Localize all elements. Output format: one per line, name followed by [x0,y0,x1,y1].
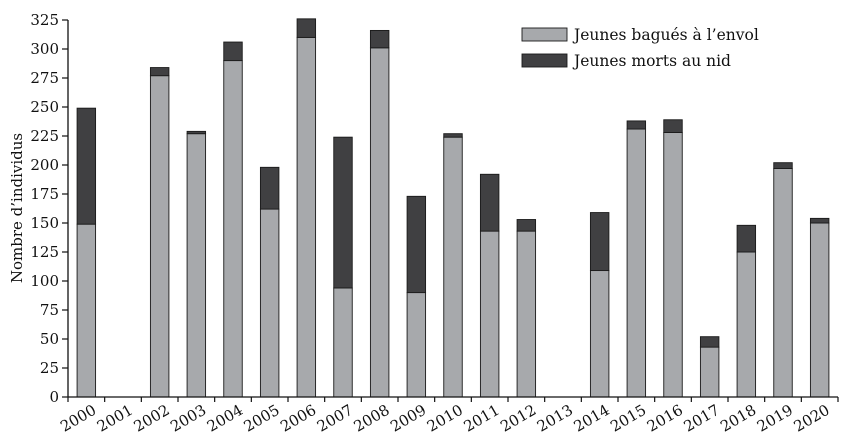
bar-fledged-2009 [406,292,427,398]
bar-fledged-2007 [333,287,353,398]
bar-dead-2020 [809,217,830,224]
y-tick-label: 25 [40,359,59,377]
y-tick-label: 225 [30,127,59,145]
y-axis-title: Nombre d’individus [8,133,26,283]
bar-dead-2017 [699,336,720,348]
y-tick-label: 100 [30,272,59,290]
bar-dead-2009 [406,195,427,294]
bar-dead-2012 [516,219,537,232]
bar-fledged-2019 [773,168,793,398]
x-tick-label: 2020 [791,401,833,436]
x-tick-label: 2016 [644,401,686,436]
bar-fledged-2020 [809,222,830,398]
bar-dead-2002 [149,67,170,77]
x-tick-label: 2012 [497,401,539,436]
bar-fledged-2018 [736,251,757,398]
bar-dead-2008 [369,29,390,49]
bar-fledged-2000 [76,223,97,398]
x-tick-label: 2014 [571,401,613,436]
x-tick-label: 2005 [241,401,283,436]
y-tick-label: 250 [30,98,59,116]
x-tick-label: 2008 [351,401,393,436]
bar-fledged-2011 [479,230,500,398]
bar-dead-2016 [663,119,683,133]
bar-fledged-2012 [516,230,537,398]
bar-fledged-2005 [259,208,280,398]
y-tick-label: 50 [40,330,59,348]
y-tick-label: 75 [40,301,59,319]
x-tick-label: 2009 [387,401,429,436]
bar-dead-2004 [223,41,243,62]
bar-dead-2011 [479,173,500,232]
bar-fledged-2006 [296,36,317,398]
bar-fledged-2004 [223,60,243,398]
bar-dead-2000 [76,107,97,225]
bar-fledged-2017 [699,346,720,398]
bar-fledged-2014 [589,270,610,398]
y-tick-label: 150 [30,214,59,232]
bar-dead-2018 [736,224,757,253]
y-tick-label: 200 [30,156,59,174]
legend-swatch-dead [521,53,568,68]
bar-dead-2006 [296,18,317,38]
bar-dead-2014 [589,212,610,272]
y-tick-label: 275 [30,69,59,87]
x-tick-label: 2003 [167,401,209,436]
bar-dead-2010 [443,133,463,138]
x-tick-label: 2006 [277,401,319,436]
bar-fledged-2003 [186,133,207,398]
bar-fledged-2010 [443,136,463,398]
bar-fledged-2015 [626,128,647,398]
x-tick-label: 2018 [717,401,759,436]
y-tick-label: 0 [49,388,59,406]
bar-fledged-2016 [663,132,683,398]
bar-dead-2007 [333,136,353,289]
x-tick-label: 2007 [314,401,356,436]
bar-fledged-2002 [149,75,170,398]
y-tick-label: 125 [30,243,59,261]
x-tick-label: 2013 [534,401,576,436]
x-tick-label: 2004 [204,401,246,436]
bar-dead-2015 [626,120,647,130]
x-tick-label: 2002 [131,401,173,436]
x-tick-label: 2010 [424,401,466,436]
bar-dead-2003 [186,130,207,135]
x-tick-label: 2017 [681,401,723,436]
x-tick-label: 2015 [607,401,649,436]
legend: Jeunes bagués à l’envol Jeunes morts au n… [521,26,759,70]
y-tick-label: 325 [30,11,59,29]
legend-swatch-fledged [521,27,568,42]
plot-area: 0 25 50 75 100 125 150 175 200 225 250 275 300 325 200… [30,11,839,436]
x-tick-label: 2011 [461,401,503,436]
bar-dead-2005 [259,166,280,210]
y-tick-label: 175 [30,185,59,203]
legend-label-dead: Jeunes morts au nid [572,52,731,70]
x-tick-label: 2019 [754,401,796,436]
legend-label-fledged: Jeunes bagués à l’envol [572,26,759,44]
x-tick-label: 2000 [57,401,99,436]
bar-fledged-2008 [369,47,390,398]
x-tick-label: 2001 [94,401,136,436]
bar-dead-2019 [773,162,793,169]
y-tick-label: 300 [30,40,59,58]
